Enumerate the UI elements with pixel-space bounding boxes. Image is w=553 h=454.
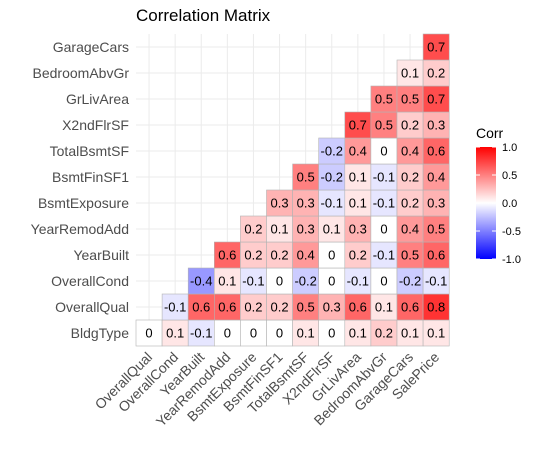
cell-value-label: 0.5 bbox=[375, 92, 393, 107]
cell-value-label: -0.2 bbox=[399, 274, 421, 289]
cell-value-label: 0.3 bbox=[349, 222, 367, 237]
cell-value-label: -0.1 bbox=[347, 274, 369, 289]
cell-value-label: -0.1 bbox=[190, 326, 212, 341]
cell-value-label: 0.1 bbox=[401, 326, 419, 341]
cell-value-label: 0.4 bbox=[401, 144, 419, 159]
y-tick-label: BedroomAbvGr bbox=[33, 65, 130, 81]
cell-value-label: 0.6 bbox=[218, 248, 236, 263]
y-tick-label: BsmtFinSF1 bbox=[52, 169, 129, 185]
cell-value-label: 0.1 bbox=[166, 326, 184, 341]
cell-value-label: 0.1 bbox=[218, 274, 236, 289]
cell-value-label: 0.7 bbox=[427, 40, 445, 55]
cell-value-label: 0.3 bbox=[427, 196, 445, 211]
cell-value-label: 0 bbox=[380, 222, 387, 237]
cell-value-label: 0.5 bbox=[297, 170, 315, 185]
cell-value-label: -0.1 bbox=[373, 248, 395, 263]
cell-value-label: 0.7 bbox=[427, 92, 445, 107]
legend-tick-label: 0.5 bbox=[502, 170, 517, 182]
cell-value-label: 0.5 bbox=[297, 300, 315, 315]
cell-value-label: 0.6 bbox=[218, 300, 236, 315]
y-tick-label: YearBuilt bbox=[73, 247, 129, 263]
cell-value-label: 0.2 bbox=[244, 222, 262, 237]
cell-value-label: 0.1 bbox=[375, 300, 393, 315]
legend-title: Corr bbox=[476, 125, 504, 141]
cell-value-label: 0.3 bbox=[297, 222, 315, 237]
y-tick-label: GarageCars bbox=[53, 39, 129, 55]
cell-value-label: 0.1 bbox=[401, 66, 419, 81]
cell-value-label: -0.2 bbox=[321, 144, 343, 159]
legend-tick-label: 0.0 bbox=[502, 198, 517, 210]
cell-value-label: 0 bbox=[380, 274, 387, 289]
y-tick-label: X2ndFlrSF bbox=[62, 117, 129, 133]
cell-value-label: 0.5 bbox=[401, 92, 419, 107]
cell-value-label: 0.3 bbox=[323, 300, 341, 315]
cell-value-label: 0 bbox=[380, 144, 387, 159]
cell-value-label: 0.6 bbox=[349, 300, 367, 315]
cell-value-label: 0 bbox=[328, 274, 335, 289]
cell-value-label: 0.2 bbox=[401, 118, 419, 133]
cell-value-label: 0.6 bbox=[427, 248, 445, 263]
cell-value-label: 0.2 bbox=[244, 248, 262, 263]
cell-value-label: 0.2 bbox=[401, 196, 419, 211]
cell-value-label: 0.1 bbox=[349, 170, 367, 185]
cell-value-label: -0.1 bbox=[164, 300, 186, 315]
cell-value-label: 0.3 bbox=[271, 196, 289, 211]
cell-value-label: 0 bbox=[328, 326, 335, 341]
cell-value-label: 0.2 bbox=[427, 66, 445, 81]
cell-value-label: -0.4 bbox=[190, 274, 212, 289]
cell-value-label: 0.2 bbox=[375, 326, 393, 341]
cell-value-label: 0.1 bbox=[323, 222, 341, 237]
cell-value-label: 0.6 bbox=[427, 144, 445, 159]
cell-value-label: 0.5 bbox=[375, 118, 393, 133]
cell-value-label: 0.2 bbox=[349, 248, 367, 263]
cell-value-label: 0.2 bbox=[271, 248, 289, 263]
y-tick-label: BsmtExposure bbox=[38, 195, 129, 211]
y-tick-label: OverallQual bbox=[55, 299, 129, 315]
cell-value-label: -0.1 bbox=[242, 274, 264, 289]
y-tick-label: YearRemodAdd bbox=[31, 221, 129, 237]
cell-value-label: 0 bbox=[328, 248, 335, 263]
cell-value-label: 0.2 bbox=[401, 170, 419, 185]
cell-value-label: 0 bbox=[145, 326, 152, 341]
y-tick-label: BldgType bbox=[71, 325, 130, 341]
cell-value-label: 0 bbox=[276, 326, 283, 341]
cell-value-label: -0.1 bbox=[373, 170, 395, 185]
cell-value-label: 0 bbox=[276, 274, 283, 289]
cell-value-label: 0.8 bbox=[427, 300, 445, 315]
cell-value-label: 0.5 bbox=[401, 248, 419, 263]
legend-tick-label: 1.0 bbox=[502, 142, 517, 154]
cell-value-label: 0.4 bbox=[427, 170, 445, 185]
cell-value-label: 0.3 bbox=[297, 196, 315, 211]
cell-value-label: 0.4 bbox=[401, 222, 419, 237]
y-tick-label: OverallCond bbox=[51, 273, 129, 289]
cell-value-label: 0 bbox=[224, 326, 231, 341]
cell-value-label: 0.1 bbox=[427, 326, 445, 341]
legend-tick-label: -1.0 bbox=[502, 254, 521, 266]
cell-value-label: 0.1 bbox=[271, 222, 289, 237]
cell-value-label: -0.1 bbox=[425, 274, 447, 289]
cell-value-label: 0.4 bbox=[297, 248, 315, 263]
cell-value-label: 0.6 bbox=[401, 300, 419, 315]
cell-value-label: 0.2 bbox=[271, 300, 289, 315]
cell-value-label: 0.6 bbox=[192, 300, 210, 315]
cell-value-label: 0 bbox=[250, 326, 257, 341]
legend-tick-label: -0.5 bbox=[502, 226, 521, 238]
cell-value-label: 0.4 bbox=[349, 144, 367, 159]
cell-value-label: 0.1 bbox=[349, 196, 367, 211]
y-tick-label: TotalBsmtSF bbox=[50, 143, 129, 159]
cell-value-label: -0.1 bbox=[373, 196, 395, 211]
cell-value-label: -0.2 bbox=[321, 170, 343, 185]
cell-value-label: 0.5 bbox=[427, 222, 445, 237]
cell-value-label: -0.1 bbox=[321, 196, 343, 211]
cell-value-label: 0.7 bbox=[349, 118, 367, 133]
cell-value-label: 0.3 bbox=[427, 118, 445, 133]
cell-value-label: 0.1 bbox=[297, 326, 315, 341]
cell-value-label: 0.2 bbox=[244, 300, 262, 315]
cell-value-label: 0.1 bbox=[349, 326, 367, 341]
cell-value-label: -0.2 bbox=[294, 274, 316, 289]
y-tick-label: GrLivArea bbox=[66, 91, 129, 107]
